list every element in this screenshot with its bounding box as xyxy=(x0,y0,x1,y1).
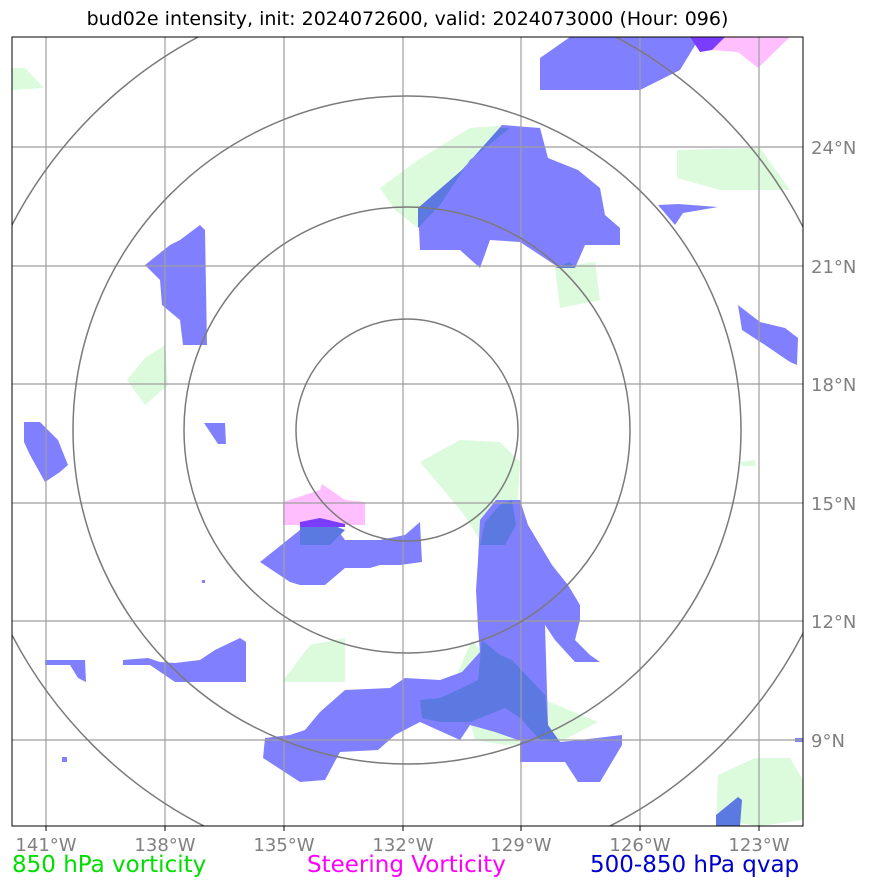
ticks xyxy=(45,826,760,831)
map-layers xyxy=(12,37,803,826)
vorticity-patch xyxy=(127,345,168,405)
range-ring xyxy=(295,318,519,542)
lon-label: 135°W xyxy=(253,835,314,856)
lat-label: 15°N xyxy=(811,494,856,515)
lat-label: 12°N xyxy=(811,612,856,633)
vorticity-patch xyxy=(12,68,44,90)
lat-labels: 24°N 21°N 18°N 15°N 12°N 9°N xyxy=(811,138,856,752)
overlap-patch xyxy=(420,640,560,742)
lon-labels: 141°W 138°W 135°W 132°W 129°W 126°W 123°… xyxy=(15,835,789,856)
steering-qvap-overlap xyxy=(300,37,725,527)
overlap-patch xyxy=(480,500,516,545)
range-rings xyxy=(12,37,803,826)
lon-label: 123°W xyxy=(728,835,789,856)
range-ring xyxy=(72,95,742,765)
legend-vorticity: 850 hPa vorticity xyxy=(12,852,207,878)
qvap-patch xyxy=(658,204,718,225)
lat-label: 21°N xyxy=(811,257,856,278)
qvap-patch xyxy=(520,730,622,782)
qvap-patch xyxy=(204,423,226,444)
qvap-patch xyxy=(540,37,700,90)
overlap-purple xyxy=(690,37,725,52)
qvap-patch xyxy=(123,638,246,682)
steering-patch xyxy=(703,37,790,68)
lon-label: 141°W xyxy=(15,835,76,856)
steering-layer xyxy=(283,37,790,525)
legend-qvap: 500-850 hPa qvap xyxy=(590,852,800,878)
qvap-layer xyxy=(24,37,803,782)
vorticity-patch xyxy=(677,148,790,190)
lon-label: 138°W xyxy=(134,835,195,856)
lon-label: 129°W xyxy=(490,835,551,856)
range-ring xyxy=(12,37,803,826)
overlap-layer xyxy=(300,128,742,826)
vorticity-patch xyxy=(740,460,755,466)
lat-label: 9°N xyxy=(811,731,845,752)
qvap-patch xyxy=(145,225,207,345)
overlap-patch xyxy=(300,522,345,545)
lon-label: 132°W xyxy=(372,835,433,856)
lat-label: 18°N xyxy=(811,375,856,396)
overlap-purple xyxy=(300,518,345,527)
chart-title: bud02e intensity, init: 2024072600, vali… xyxy=(86,8,729,30)
lon-label: 126°W xyxy=(609,835,670,856)
plot-frame xyxy=(11,36,804,827)
qvap-patch xyxy=(418,125,620,268)
legend-steering: Steering Vorticity xyxy=(307,852,506,878)
qvap-patch xyxy=(62,757,67,762)
gridlines xyxy=(12,37,803,826)
range-ring xyxy=(183,206,631,654)
overlap-patch xyxy=(418,128,510,228)
qvap-patch xyxy=(45,660,86,682)
overlap-patch xyxy=(716,797,742,826)
lat-label: 24°N xyxy=(811,138,856,159)
qvap-patch xyxy=(202,580,205,583)
vorticity-patch xyxy=(282,638,345,682)
qvap-patch xyxy=(738,305,798,365)
